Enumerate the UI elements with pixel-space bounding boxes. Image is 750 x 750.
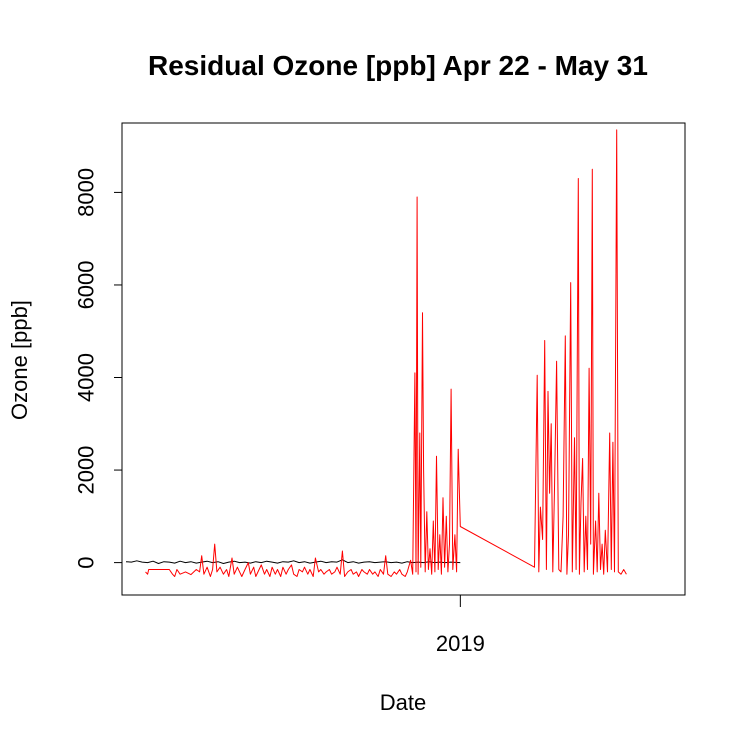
series-line-1 bbox=[145, 129, 627, 577]
y-tick-label: 2000 bbox=[74, 446, 99, 495]
y-axis: 0 2000 4000 6000 8000 bbox=[74, 168, 123, 569]
y-axis-label: Ozone [ppb] bbox=[7, 300, 32, 420]
x-tick-label: 2019 bbox=[436, 631, 485, 656]
y-tick-label: 4000 bbox=[74, 353, 99, 402]
series-layer bbox=[125, 129, 627, 577]
y-tick-label: 6000 bbox=[74, 260, 99, 309]
x-axis: 2019 bbox=[436, 595, 485, 656]
y-tick-label: 8000 bbox=[74, 168, 99, 217]
y-tick-label: 0 bbox=[74, 556, 99, 568]
x-axis-label: Date bbox=[380, 690, 426, 715]
series-line-0 bbox=[125, 559, 461, 564]
chart-title: Residual Ozone [ppb] Apr 22 - May 31 bbox=[148, 50, 648, 81]
